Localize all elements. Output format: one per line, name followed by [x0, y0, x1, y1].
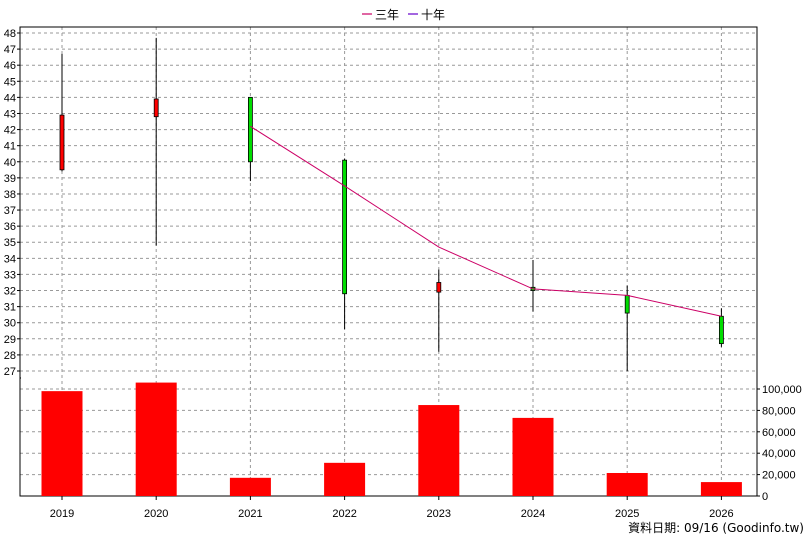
volume-bar [700, 482, 742, 496]
price-tick-label: 35 [4, 237, 16, 249]
candlesticks [59, 37, 724, 371]
price-tick-label: 28 [4, 350, 16, 362]
volume-tick-label: 100,000 [762, 384, 802, 396]
price-tick-label: 48 [4, 28, 16, 40]
price-tick-label: 32 [4, 286, 16, 298]
x-tick-label: 2022 [332, 508, 356, 520]
axes [17, 26, 760, 500]
candle-body [153, 98, 159, 118]
x-tick-label: 2019 [50, 508, 74, 520]
legend-label: 十年 [421, 8, 445, 22]
volume-tick-label: 80,000 [762, 405, 796, 417]
volume-bars [41, 382, 742, 496]
legend: 三年 十年 [362, 8, 445, 22]
price-tick-label: 47 [4, 44, 16, 56]
price-tick-label: 42 [4, 125, 16, 137]
price-tick-label: 30 [4, 318, 16, 330]
volume-bar [229, 477, 271, 496]
x-tick-label: 2021 [238, 508, 262, 520]
volume-bar [606, 472, 648, 496]
plot-frame [19, 26, 758, 497]
x-tick-label: 2026 [709, 508, 733, 520]
candle-body [342, 159, 348, 295]
candle-body [719, 315, 724, 345]
candle-body [624, 294, 630, 314]
volume-bar [41, 391, 83, 496]
volume-bar [324, 462, 366, 496]
volume-tick-label: 20,000 [762, 470, 796, 482]
price-tick-label: 36 [4, 221, 16, 233]
x-tick-label: 2025 [615, 508, 639, 520]
price-tick-label: 43 [4, 108, 16, 120]
price-tick-label: 37 [4, 205, 16, 217]
candle-body [436, 282, 442, 293]
price-tick-label: 39 [4, 173, 16, 185]
x-tick-label: 2024 [521, 508, 545, 520]
price-tick-label: 31 [4, 302, 16, 314]
price-tick-label: 34 [4, 253, 16, 265]
x-tick-label: 2023 [427, 508, 451, 520]
price-tick-label: 46 [4, 60, 16, 72]
volume-tick-label: 0 [762, 491, 768, 503]
candle-body [247, 96, 253, 163]
candle-body [59, 114, 65, 171]
volume-tick-label: 40,000 [762, 448, 796, 460]
volume-bar [135, 382, 177, 496]
x-tick-label: 2020 [144, 508, 168, 520]
moving-average-lines [250, 125, 722, 317]
price-tick-label: 40 [4, 157, 16, 169]
price-tick-label: 27 [4, 366, 16, 378]
price-tick-label: 44 [4, 92, 16, 104]
price-tick-label: 41 [4, 141, 16, 153]
price-tick-label: 38 [4, 189, 16, 201]
data-date-footer: 資料日期: 09/16 (Goodinfo.tw) [628, 521, 804, 535]
ma-line [250, 125, 722, 317]
volume-bar [418, 405, 460, 496]
volume-tick-label: 60,000 [762, 427, 796, 439]
legend-label: 三年 [375, 8, 399, 22]
tick-labels: 27 28 29 30 31 32 33 34 35 36 37 38 39 40 41 42 43 44 45 46… [4, 28, 802, 520]
price-tick-label: 29 [4, 334, 16, 346]
volume-bar [512, 417, 554, 496]
grid [20, 27, 757, 497]
price-tick-label: 33 [4, 269, 16, 281]
price-tick-label: 45 [4, 76, 16, 88]
